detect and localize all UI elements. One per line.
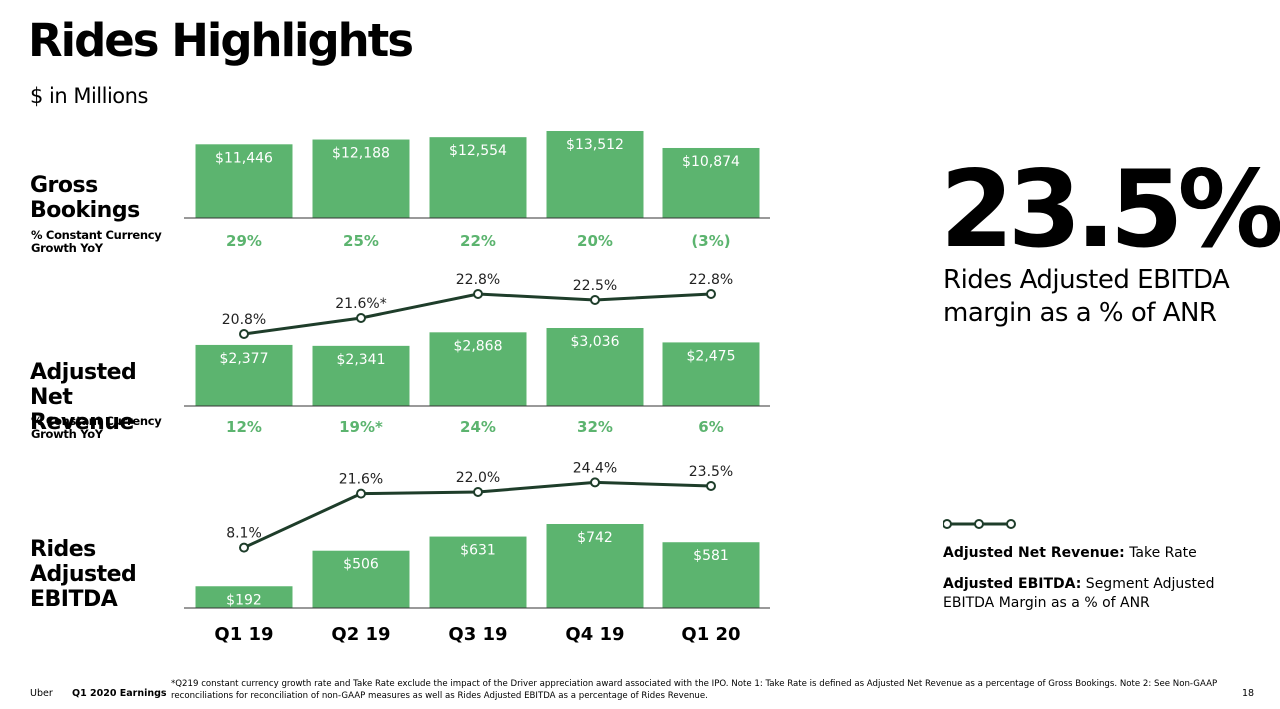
legend-item-take-rate-title: Adjusted Net Revenue:: [943, 545, 1125, 561]
legend-item-ebitda-margin-title: Adjusted EBITDA:: [943, 576, 1082, 592]
growth-label: 6%: [698, 418, 723, 436]
growth-label: 20%: [577, 232, 613, 250]
line-point-label: 22.5%: [573, 278, 617, 294]
bar: [312, 345, 410, 406]
bar-value-label: $12,188: [332, 146, 390, 162]
gross-bookings-note: % Constant Currency Growth YoY: [31, 228, 162, 255]
bar: [312, 139, 410, 218]
growth-label: 24%: [460, 418, 496, 436]
line-point: [706, 481, 716, 491]
growth-label: 25%: [343, 232, 379, 250]
growth-label: 32%: [577, 418, 613, 436]
growth-label: (3%): [691, 232, 730, 250]
bar: [429, 137, 527, 218]
highlight-value: 23.5%: [940, 148, 1280, 271]
x-tick-label: Q1 20: [681, 624, 740, 645]
line-point: [473, 289, 483, 299]
bar-value-label: $581: [693, 548, 729, 564]
bar: [195, 144, 293, 218]
bar-value-label: $13,512: [566, 137, 624, 153]
line-point: [473, 487, 483, 497]
x-tick-label: Q4 19: [565, 624, 624, 645]
bar-value-label: $2,868: [454, 338, 503, 354]
footnote: *Q219 constant currency growth rate and …: [171, 679, 1218, 701]
x-tick-label: Q2 19: [331, 624, 390, 645]
growth-label: 22%: [460, 232, 496, 250]
line-point-label: 22.0%: [456, 470, 500, 486]
line-point: [590, 477, 600, 488]
bar: [662, 542, 760, 608]
line-point-label: 21.6%*: [335, 296, 386, 312]
rides-charts: $11,446 $12,188 $12,554 $13,512 $10,874 29% 25…: [184, 131, 770, 645]
bar-value-label: $10,874: [682, 154, 740, 170]
line-point: [356, 313, 366, 323]
anr-label: Adjusted Net Revenue: [30, 360, 137, 435]
ebitda-label: Rides Adjusted EBITDA: [30, 537, 137, 612]
bar-value-label: $12,554: [449, 143, 507, 159]
line-point: [239, 542, 249, 553]
footer-deck: Q1 2020 Earnings: [72, 688, 167, 699]
page-title: Rides Highlights: [28, 14, 414, 67]
bar-value-label: $2,377: [220, 351, 269, 367]
x-tick-label: Q1 19: [214, 624, 273, 645]
line-point-label: 21.6%: [339, 472, 383, 488]
bar-value-label: $506: [343, 557, 379, 573]
legend-item-take-rate-text: Take Rate: [1124, 545, 1197, 561]
bar: [195, 586, 293, 608]
bar: [312, 550, 410, 608]
anr-note: % Constant Currency Growth YoY: [31, 414, 162, 441]
legend-item-ebitda-margin: Adjusted EBITDA: Segment Adjusted EBITDA…: [943, 575, 1233, 613]
bar-value-label: $742: [577, 530, 613, 546]
growth-label: 19%*: [339, 418, 383, 436]
gross-bookings-label: Gross Bookings: [30, 173, 140, 223]
bar-value-label: $2,341: [337, 352, 386, 368]
bar: [662, 342, 760, 406]
bar-value-label: $192: [226, 592, 262, 608]
bar: [546, 328, 644, 406]
legend-item-take-rate: Adjusted Net Revenue: Take Rate: [943, 544, 1233, 563]
bar: [546, 524, 644, 608]
bar: [195, 344, 293, 406]
line-point-label: 23.5%: [689, 464, 733, 480]
page-number: 18: [1242, 688, 1255, 699]
bar: [662, 147, 760, 218]
page-subtitle: $ in Millions: [30, 84, 148, 108]
bar-value-label: $631: [460, 543, 496, 559]
line-with-dots-icon: [943, 519, 1016, 529]
bar-value-label: $2,475: [687, 348, 736, 364]
bar-value-label: $11,446: [215, 150, 273, 166]
line-point: [706, 289, 716, 299]
bar: [546, 131, 644, 218]
line-point-label: 24.4%: [573, 460, 617, 476]
bar: [429, 332, 527, 406]
legend-item-ebitda-margin-text: Segment Adjusted EBITDA Margin as a % of…: [943, 576, 1215, 611]
line-point-label: 20.8%: [222, 312, 266, 328]
bar-value-label: $3,036: [571, 334, 620, 350]
line-point: [356, 488, 366, 499]
growth-label: 29%: [226, 232, 262, 250]
line-point: [590, 295, 600, 305]
bar: [429, 536, 527, 608]
line-point: [239, 329, 249, 339]
line-point-label: 22.8%: [456, 272, 500, 288]
growth-label: 12%: [226, 418, 262, 436]
highlight-caption: Rides Adjusted EBITDA margin as a % of A…: [943, 265, 1230, 328]
footer-brand: Uber: [30, 688, 53, 699]
line-point-label: 22.8%: [689, 272, 733, 288]
line-point-label: 8.1%: [226, 526, 262, 542]
x-tick-label: Q3 19: [448, 624, 507, 645]
